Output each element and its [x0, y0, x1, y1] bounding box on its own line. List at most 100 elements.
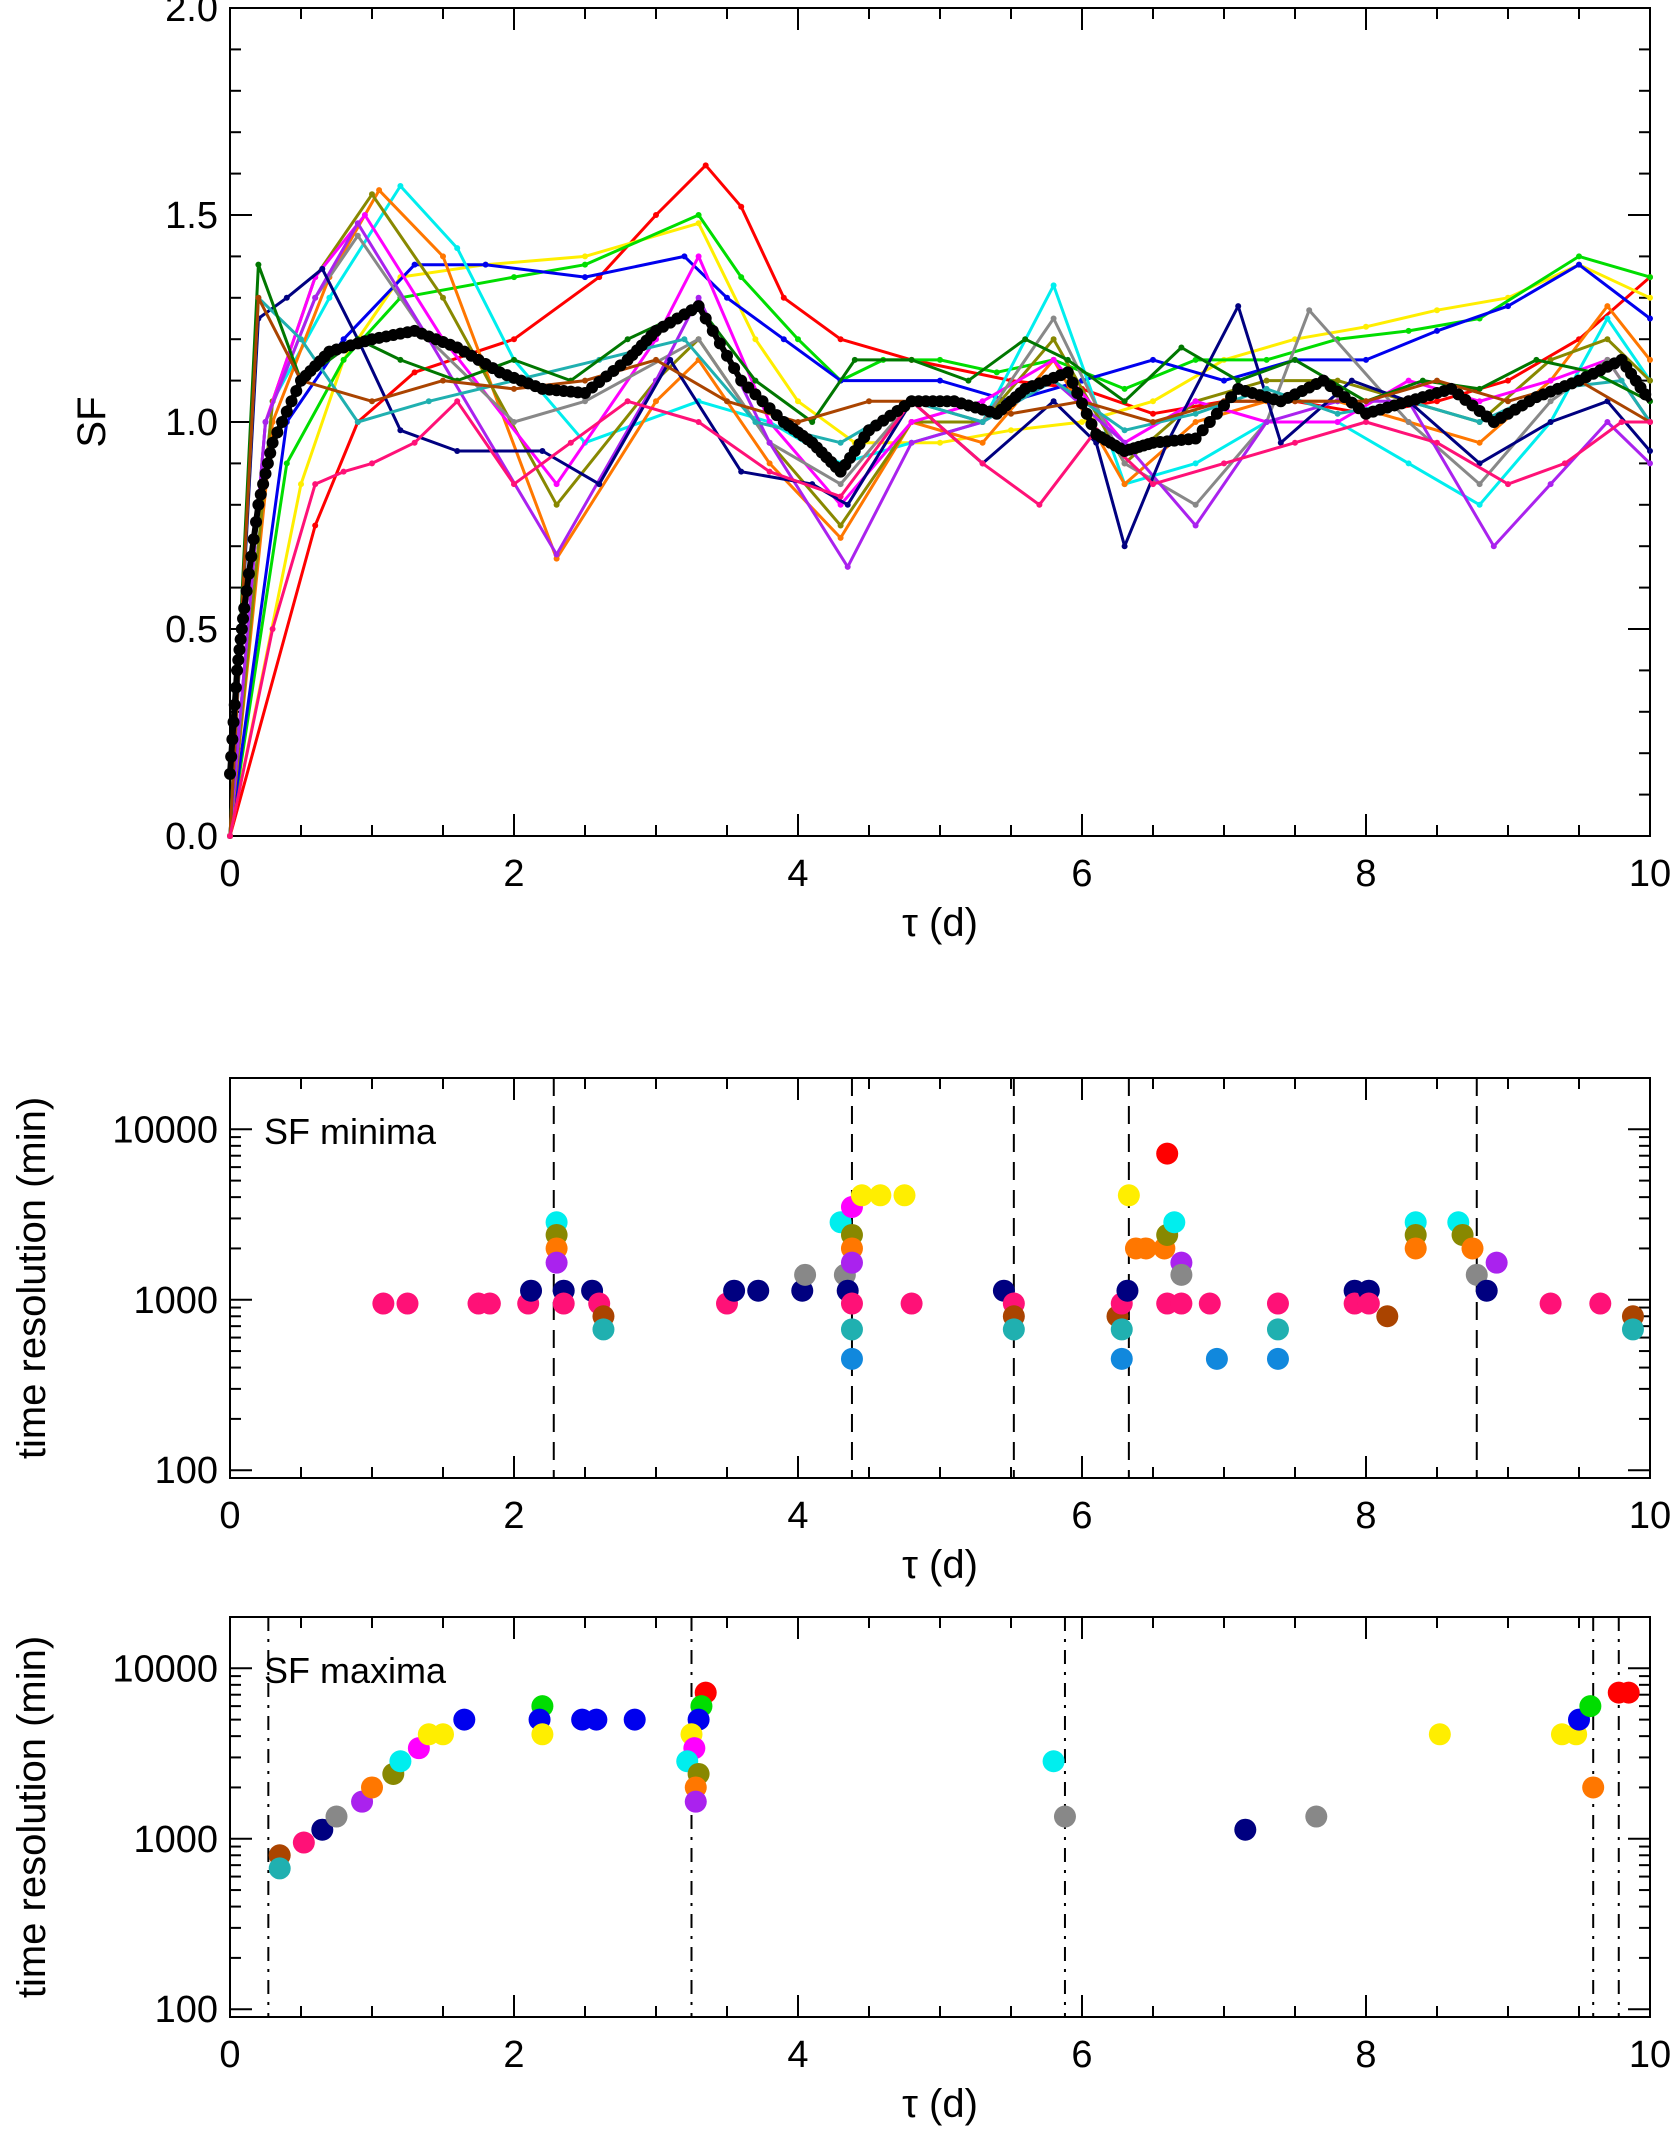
- scatter-point: [292, 1831, 315, 1854]
- scatter-point: [794, 1263, 817, 1286]
- scatter-point: [840, 1292, 863, 1315]
- series-point-magenta: [1476, 398, 1483, 405]
- mean-point: [699, 312, 712, 325]
- y-axis-label: SF: [70, 396, 114, 447]
- mean-point: [231, 664, 244, 677]
- series-point-green: [1576, 253, 1582, 260]
- series-point-teal: [979, 419, 986, 425]
- y-tick-label: 100: [155, 1989, 218, 2031]
- series-point-darkgreen: [624, 336, 631, 343]
- series-point-magenta: [553, 481, 560, 488]
- scatter-point: [1579, 1695, 1602, 1718]
- series-point-yellow: [752, 336, 759, 343]
- scatter-point: [585, 1708, 608, 1731]
- x-axis-label: τ (d): [902, 901, 978, 945]
- scatter-point: [396, 1292, 419, 1315]
- series-point-pink: [766, 468, 773, 475]
- scatter-point: [1170, 1292, 1193, 1315]
- scatter-point: [1461, 1237, 1484, 1260]
- series-point-olive: [1604, 336, 1611, 343]
- series-point-green: [582, 261, 588, 268]
- series-point-navy: [539, 447, 546, 454]
- series-point-gray: [1306, 307, 1313, 314]
- series-point-darkgreen: [1235, 377, 1242, 384]
- x-tick-label: 2: [503, 2034, 524, 2076]
- series-point-green: [1263, 356, 1270, 363]
- x-tick-label: 0: [219, 1495, 240, 1537]
- series-point-pink: [1561, 460, 1568, 467]
- series-point-yellow: [582, 253, 588, 260]
- mean-point: [261, 457, 274, 470]
- series-point-gray: [695, 336, 702, 343]
- series-point-teal: [1263, 385, 1270, 392]
- x-tick-label: 0: [219, 2034, 240, 2076]
- mean-point: [227, 716, 240, 729]
- scatter-point: [1376, 1305, 1399, 1328]
- panel-annotation: SF minima: [264, 1111, 437, 1152]
- series-point-teal: [354, 419, 361, 425]
- y-tick-label: 100: [155, 1450, 218, 1492]
- series-point-red: [1150, 410, 1156, 417]
- series-point-green: [695, 212, 702, 218]
- series-point-green: [1647, 274, 1653, 281]
- series-point-cyan: [397, 183, 404, 190]
- series-point-pink: [1150, 481, 1156, 488]
- series-point-orange: [766, 460, 773, 467]
- series-point-magenta: [766, 419, 773, 425]
- scatter-point: [592, 1318, 615, 1341]
- series-line-orange: [228, 188, 1652, 837]
- series-point-olive: [553, 501, 560, 508]
- series-point-olive: [369, 191, 375, 198]
- series-point-purple: [354, 220, 361, 227]
- series-point-pink: [837, 493, 844, 500]
- series-point-navy: [1604, 398, 1611, 405]
- x-tick-label: 6: [1071, 1495, 1092, 1537]
- mean-point: [235, 623, 248, 635]
- series-point-magenta: [1405, 377, 1412, 384]
- y-tick-label: 2.0: [165, 0, 218, 30]
- series-point-teal: [1121, 427, 1128, 434]
- x-tick-label: 10: [1629, 2034, 1671, 2076]
- x-tick-label: 0: [219, 853, 240, 895]
- series-point-pink: [1221, 460, 1227, 467]
- series-point-gray: [354, 232, 361, 239]
- series-point-green: [511, 274, 517, 281]
- scatter-point: [545, 1251, 568, 1274]
- scatter-point: [840, 1347, 863, 1370]
- series-point-gray: [1405, 419, 1412, 425]
- series-point-blue: [1505, 303, 1511, 310]
- scatter-point: [552, 1292, 575, 1315]
- series-point-yellow: [1079, 419, 1085, 425]
- x-tick-label: 4: [787, 1495, 808, 1537]
- series-point-cyan: [1604, 315, 1611, 322]
- series-line-purple: [228, 221, 1652, 837]
- mean-point: [225, 750, 238, 763]
- series-point-red: [738, 203, 745, 210]
- series-point-blue: [724, 294, 730, 301]
- series-point-green: [795, 336, 801, 343]
- series-point-yellow: [1647, 294, 1653, 301]
- scatter-point: [268, 1857, 291, 1880]
- scatter-point: [1475, 1279, 1498, 1302]
- mean-point: [247, 533, 260, 546]
- series-line-yellow: [228, 221, 1651, 837]
- y-axis-label: time resolution (min): [10, 1097, 54, 1459]
- mean-point: [250, 516, 263, 529]
- series-line-pink: [228, 399, 1650, 837]
- series-point-red: [511, 336, 517, 343]
- series-point-yellow: [1008, 427, 1014, 434]
- mean-point: [224, 767, 236, 780]
- mean-point: [706, 324, 719, 337]
- series-point-purple: [695, 294, 702, 301]
- series-point-pink: [269, 626, 276, 632]
- series-point-brown: [795, 419, 801, 425]
- mean-point: [240, 585, 253, 598]
- plot-frame: [229, 1077, 1651, 1479]
- series-point-purple: [312, 294, 319, 301]
- series-point-purple: [766, 439, 773, 446]
- mean-point: [1076, 397, 1088, 410]
- series-point-navy: [319, 265, 326, 272]
- scatter-point: [1117, 1184, 1140, 1207]
- scatter-point: [1198, 1292, 1221, 1315]
